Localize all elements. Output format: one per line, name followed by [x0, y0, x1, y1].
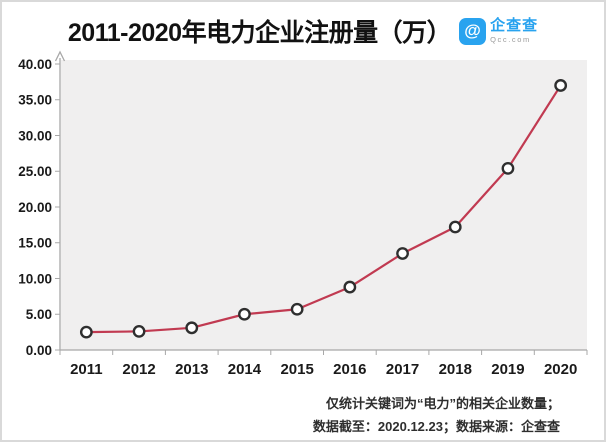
footnote-line-1: 仅统计关键词为“电力”的相关企业数量； — [325, 396, 560, 411]
x-tick-label: 2013 — [175, 361, 208, 378]
x-tick-label: 2020 — [544, 361, 577, 378]
y-tick-label: 30.00 — [18, 128, 52, 143]
x-tick-label: 2014 — [228, 361, 262, 378]
chart-title: 2011-2020年电力企业注册量（万） — [67, 19, 452, 47]
qcc-logo-text: 企查查 Qcc.com — [490, 18, 538, 44]
series-line — [86, 84, 562, 334]
plot-area — [61, 60, 587, 350]
data-point — [554, 79, 568, 92]
data-point — [343, 280, 357, 294]
x-tick-label: 2015 — [280, 361, 313, 378]
data-point — [79, 325, 93, 339]
x-tick-label: 2012 — [122, 361, 155, 378]
data-point — [238, 307, 251, 321]
x-tick-label: 2017 — [386, 361, 419, 378]
y-tick-label: 35.00 — [18, 93, 52, 108]
y-axis-arrow-icon — [54, 50, 66, 62]
x-tick-label: 2019 — [491, 361, 524, 378]
data-point — [185, 321, 199, 335]
chart-canvas: 0.00 5.00 10.00 15.00 20.00 25.00 30.00 35.00 40… — [18, 50, 588, 378]
y-tick-label: 5.00 — [26, 307, 52, 322]
data-point — [290, 302, 304, 316]
qcc-logo-icon: @ — [459, 17, 487, 45]
qcc-brand-name: 企查查 — [490, 17, 539, 35]
data-point — [501, 161, 515, 175]
chart-header: 2011-2020年电力企业注册量（万） @ 企查查 Qcc.com — [2, 10, 604, 52]
data-point — [132, 325, 146, 338]
data-point — [448, 220, 462, 234]
y-tick-label: 20.00 — [18, 200, 52, 215]
chart-footnote: 仅统计关键词为“电力”的相关企业数量； 数据截至：2020.12.23；数据来源… — [313, 392, 560, 438]
qcc-domain: Qcc.com — [490, 35, 531, 45]
x-tick-label: 2011 — [70, 361, 103, 378]
y-tick-label: 25.00 — [18, 164, 52, 179]
y-tick-label: 15.00 — [18, 236, 52, 251]
y-tick-label: 0.00 — [26, 343, 52, 358]
y-tick-label: 40.00 — [18, 57, 52, 72]
qcc-logo: @ 企查查 Qcc.com — [459, 17, 538, 45]
data-point — [396, 247, 409, 260]
x-tick-label: 2018 — [439, 361, 472, 378]
x-tick-label: 2016 — [333, 361, 366, 378]
y-tick-label: 10.00 — [18, 271, 52, 286]
footnote-line-2: 数据截至：2020.12.23；数据来源：企查查 — [312, 419, 560, 434]
